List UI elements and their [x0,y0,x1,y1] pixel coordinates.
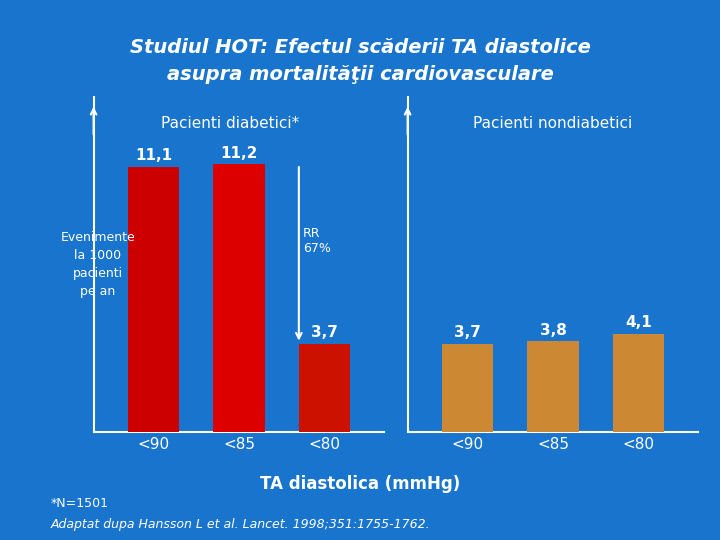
Text: Studiul HOT: Efectul scăderii TA diastolice: Studiul HOT: Efectul scăderii TA diastol… [130,38,590,57]
Text: Adaptat dupa Hansson L et al. Lancet. 1998;351:1755-1762.: Adaptat dupa Hansson L et al. Lancet. 19… [50,518,430,531]
Text: Evenimente
la 1000
pacienti
pe an: Evenimente la 1000 pacienti pe an [60,231,135,298]
Text: TA diastolica (mmHg): TA diastolica (mmHg) [260,475,460,493]
Text: 3,8: 3,8 [539,322,567,338]
Bar [442,343,493,432]
Bar [213,164,265,432]
Bar [128,166,179,432]
Text: 3,7: 3,7 [454,325,481,340]
Text: RR
67%: RR 67% [303,227,331,255]
Text: Pacienti diabetici*: Pacienti diabetici* [161,116,300,131]
Bar [613,334,664,432]
Text: 11,2: 11,2 [220,146,258,160]
Text: 3,7: 3,7 [311,325,338,340]
Text: 4,1: 4,1 [625,315,652,330]
Text: asupra mortalităţii cardiovasculare: asupra mortalităţii cardiovasculare [166,65,554,84]
Text: *N=1501: *N=1501 [50,497,109,510]
Bar [299,343,350,432]
Text: 11,1: 11,1 [135,148,172,163]
Text: Pacienti nondiabetici: Pacienti nondiabetici [473,116,633,131]
Bar [527,341,579,432]
